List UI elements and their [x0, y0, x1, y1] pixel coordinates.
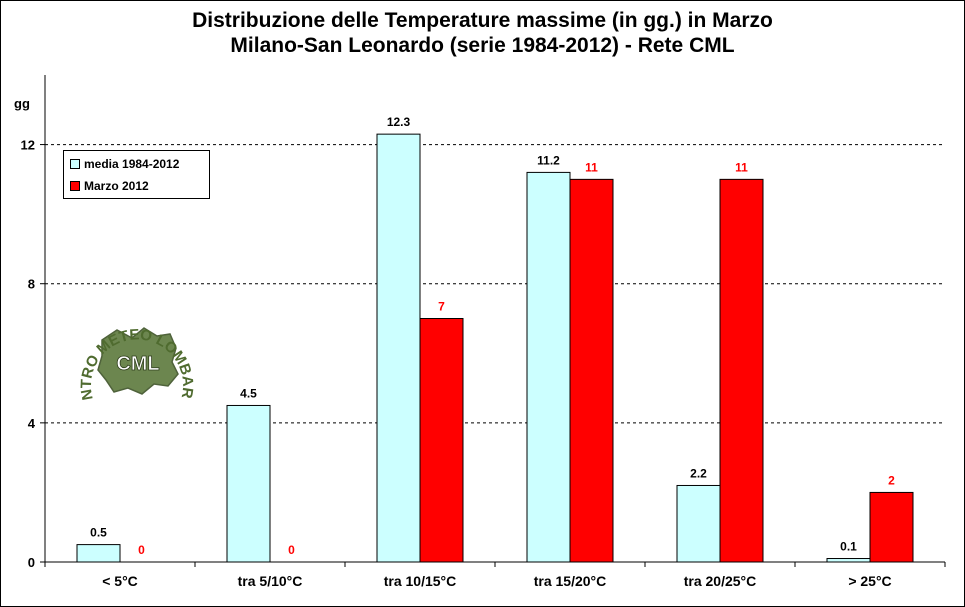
- y-tick-label: 8: [28, 277, 35, 292]
- bar-series-1: [526, 171, 571, 563]
- data-label-series-1: 0.1: [840, 540, 857, 554]
- legend-swatch-series-1: [70, 159, 80, 169]
- x-tick-label: > 25°C: [848, 573, 891, 589]
- lombardy-map-shape: [97, 327, 179, 395]
- cml-logo: CENTRO METEO LOMBARDO CML: [72, 300, 196, 402]
- data-label-series-1: 2.2: [690, 466, 707, 480]
- y-tick-label: 12: [21, 138, 35, 153]
- data-label-series-2: 7: [438, 300, 445, 314]
- logo-inner-text: CML: [116, 353, 159, 375]
- legend-label-series-2: Marzo 2012: [84, 179, 149, 193]
- chart-title-line2: Milano-San Leonardo (serie 1984-2012) - …: [230, 34, 735, 57]
- data-label-series-2: 11: [585, 160, 598, 174]
- data-label-series-2: 0: [288, 543, 295, 557]
- legend-item-series-1: media 1984-2012: [70, 157, 179, 171]
- bar-series-1: [826, 558, 871, 563]
- x-tick-label: tra 15/20°C: [534, 573, 607, 589]
- x-tick-label: < 5°C: [102, 573, 138, 589]
- y-tick-label: 4: [28, 416, 36, 431]
- y-tick-label: 0: [28, 555, 35, 570]
- legend-item-series-2: Marzo 2012: [70, 179, 149, 193]
- legend-label-series-1: media 1984-2012: [84, 157, 180, 171]
- bar-series-2: [569, 178, 614, 563]
- bar-series-2: [869, 491, 914, 563]
- chart-title: Distribuzione delle Temperature massime …: [0, 8, 965, 58]
- data-label-series-2: 0: [138, 543, 145, 557]
- x-tick-label: tra 20/25°C: [684, 573, 757, 589]
- bar-series-1: [76, 544, 121, 563]
- legend-swatch-series-2: [70, 181, 80, 191]
- x-tick-label: tra 5/10°C: [238, 573, 303, 589]
- data-label-series-2: 11: [735, 160, 748, 174]
- y-axis-label: gg: [14, 96, 30, 111]
- bar-series-1: [676, 484, 721, 563]
- bar-series-1: [376, 133, 421, 563]
- data-label-series-1: 4.5: [240, 386, 257, 400]
- bar-series-2: [419, 318, 464, 563]
- legend: media 1984-2012 Marzo 2012: [63, 150, 210, 199]
- bar-series-1: [226, 404, 271, 563]
- x-tick-label: tra 10/15°C: [384, 573, 457, 589]
- data-label-series-1: 11.2: [537, 153, 560, 167]
- data-label-series-1: 12.3: [387, 115, 411, 129]
- bar-series-2: [719, 178, 764, 563]
- data-label-series-1: 0.5: [90, 526, 107, 540]
- chart-title-line1: Distribuzione delle Temperature massime …: [192, 9, 773, 32]
- data-label-series-2: 2: [888, 473, 895, 487]
